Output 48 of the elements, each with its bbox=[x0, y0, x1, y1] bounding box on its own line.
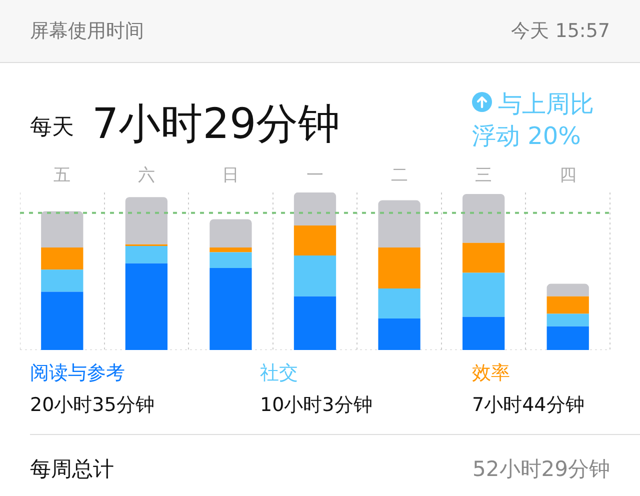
x-tick-label: 三 bbox=[475, 166, 492, 186]
bar bbox=[210, 219, 252, 248]
bar bbox=[210, 252, 252, 268]
bar bbox=[41, 270, 84, 292]
bar bbox=[546, 314, 589, 326]
text: 浮动 20% bbox=[472, 121, 581, 152]
bar bbox=[125, 246, 168, 264]
text: 7小时29分钟 bbox=[92, 98, 340, 150]
bar bbox=[210, 248, 252, 252]
x-tick-label: 日 bbox=[222, 166, 240, 186]
text: 10小时3分钟 bbox=[260, 393, 372, 418]
bar bbox=[294, 255, 336, 296]
bar bbox=[546, 296, 589, 314]
bar bbox=[294, 296, 336, 350]
bar bbox=[462, 194, 505, 243]
x-tick-label: 五 bbox=[54, 166, 71, 186]
bar bbox=[546, 284, 589, 296]
bar bbox=[125, 197, 168, 244]
bar bbox=[462, 242, 505, 273]
bar bbox=[294, 192, 336, 226]
text: 与上周比 bbox=[498, 89, 594, 120]
bar bbox=[125, 263, 168, 350]
bar bbox=[378, 200, 420, 248]
bar bbox=[210, 268, 252, 350]
text: 每天 bbox=[30, 114, 74, 142]
text: 52小时29分钟 bbox=[472, 456, 610, 483]
bar bbox=[378, 318, 420, 350]
x-tick-label: 六 bbox=[138, 166, 155, 186]
bar bbox=[294, 225, 336, 256]
bar bbox=[462, 272, 505, 317]
chart-subtitle: 今天 15:57 bbox=[511, 19, 610, 44]
text: 社交 bbox=[260, 361, 298, 386]
x-tick-label: 二 bbox=[390, 166, 408, 186]
text: 效率 bbox=[472, 361, 510, 386]
x-tick-label: 四 bbox=[559, 166, 576, 186]
bar bbox=[546, 326, 589, 350]
text: 每周总计 bbox=[30, 456, 114, 483]
bar bbox=[41, 211, 84, 248]
bar bbox=[462, 316, 505, 350]
bar bbox=[378, 248, 420, 289]
bar bbox=[41, 292, 84, 350]
text: 7小时44分钟 bbox=[472, 393, 584, 418]
series-label: 阅读与参考 bbox=[30, 361, 125, 386]
text: 20小时35分钟 bbox=[30, 393, 154, 418]
bar bbox=[41, 248, 84, 270]
chart-title: 屏幕使用时间 bbox=[30, 19, 144, 44]
bar bbox=[378, 288, 420, 318]
x-tick-label: 一 bbox=[306, 166, 324, 186]
